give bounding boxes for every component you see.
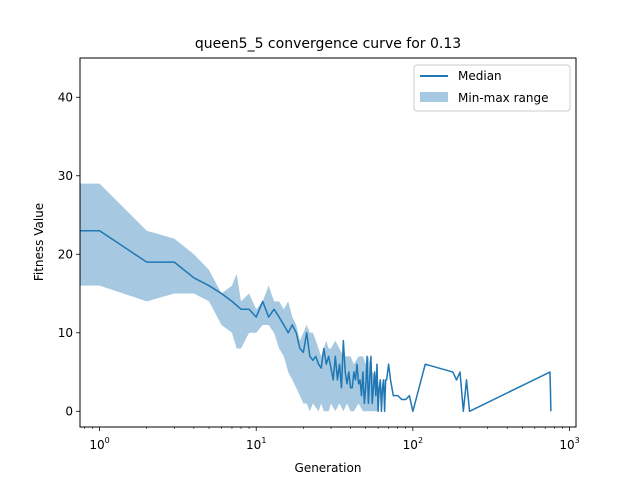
y-tick-label: 10 xyxy=(58,326,73,340)
legend: Median Min-max range xyxy=(413,64,571,112)
legend-frame xyxy=(413,64,571,112)
y-axis-ticks: 0 10 20 30 40 xyxy=(58,90,80,418)
min-max-band xyxy=(80,183,379,412)
median-line-layer xyxy=(80,229,552,413)
x-tick-label: 101 xyxy=(246,436,266,452)
legend-range-label: Min-max range xyxy=(458,91,548,105)
median-line xyxy=(80,229,552,413)
y-tick-label: 0 xyxy=(65,404,73,418)
x-tick-label: 102 xyxy=(403,436,423,452)
y-tick-label: 30 xyxy=(58,169,73,183)
x-axis-ticks: 100 101 102 103 xyxy=(84,427,580,452)
legend-range-swatch xyxy=(420,92,448,102)
chart-title: queen5_5 convergence curve for 0.13 xyxy=(195,36,461,52)
y-tick-label: 40 xyxy=(58,90,73,104)
y-tick-label: 20 xyxy=(58,247,73,261)
legend-median-label: Median xyxy=(458,69,502,83)
y-axis-label: Fitness Value xyxy=(32,203,46,281)
x-tick-label: 100 xyxy=(89,436,109,452)
x-tick-label: 103 xyxy=(559,436,579,452)
x-axis-label: Generation xyxy=(295,461,362,475)
min-max-band-layer xyxy=(80,183,379,412)
plot-frame xyxy=(79,57,577,428)
